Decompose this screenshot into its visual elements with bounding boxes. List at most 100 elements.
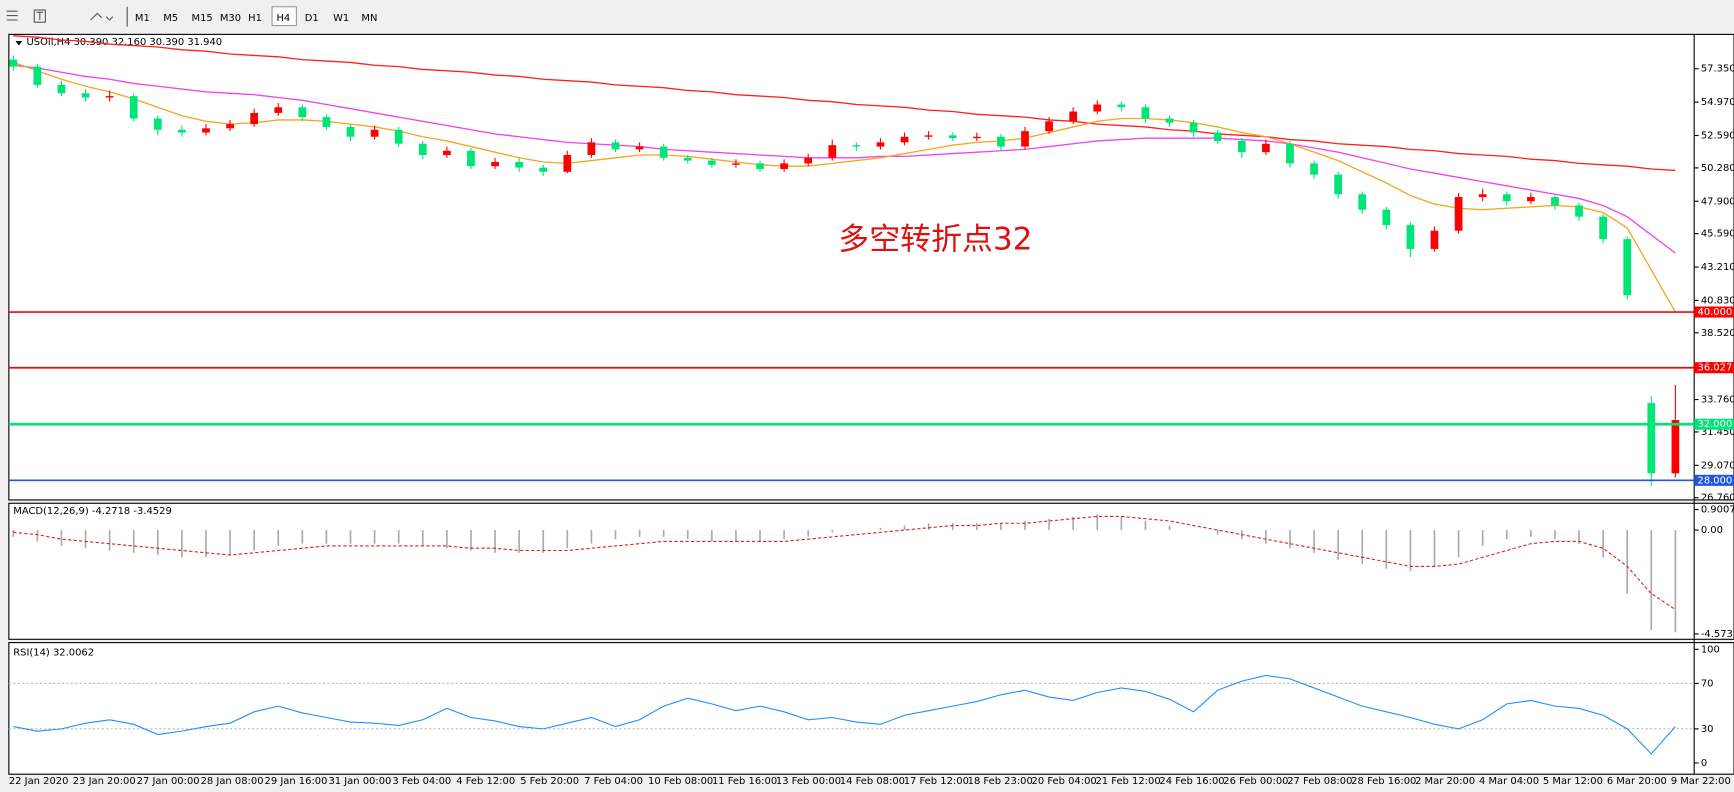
candle-body xyxy=(1406,225,1415,249)
candle-body xyxy=(804,157,813,164)
timeframe-button[interactable]: M5 xyxy=(163,13,178,24)
candle-body xyxy=(635,146,644,150)
level-label-bg xyxy=(1694,362,1734,374)
y-tick-label: 29.070 xyxy=(1701,460,1734,471)
candle-body xyxy=(178,129,186,133)
candle-body xyxy=(274,107,283,113)
candle-body xyxy=(780,163,788,170)
y-tick-label: 0.9007 xyxy=(1701,505,1734,516)
icon-text-t xyxy=(36,11,44,21)
candle-body xyxy=(9,59,18,67)
icon-text[interactable] xyxy=(33,9,46,23)
chart-title: USOil,H4 30.390 32.160 30.390 31.940 xyxy=(27,37,223,48)
macd-title: MACD(12,26,9) -4.2718 -3.4529 xyxy=(13,506,172,517)
timeframe-button[interactable]: M30 xyxy=(220,13,241,24)
candle-body xyxy=(972,136,981,139)
candle-body xyxy=(1165,118,1174,123)
annotation: 多空转折点32 xyxy=(838,222,1032,258)
y-tick-label: 70 xyxy=(1701,678,1714,689)
candle-body xyxy=(81,93,90,98)
moving-average xyxy=(13,64,1676,254)
y-tick-label: 57.350 xyxy=(1701,64,1734,75)
y-tick-label: 100 xyxy=(1701,644,1720,655)
x-tick-label: 13 Feb 00:00 xyxy=(776,776,841,787)
candle-body xyxy=(1213,132,1222,141)
x-tick-label: 21 Feb 12:00 xyxy=(1095,776,1160,787)
timeframe-button[interactable]: M1 xyxy=(135,13,150,24)
candle-body xyxy=(1141,107,1150,119)
level-label: 40.000 xyxy=(1698,307,1733,318)
candle-body xyxy=(1093,104,1102,112)
candle-body xyxy=(828,145,837,158)
candle-body xyxy=(1623,239,1632,296)
y-tick-label: 33.760 xyxy=(1701,395,1734,406)
x-tick-label: 6 Mar 20:00 xyxy=(1607,776,1667,787)
x-tick-label: 7 Feb 04:00 xyxy=(584,776,643,787)
x-tick-label: 11 Feb 16:00 xyxy=(712,776,777,787)
candle-body xyxy=(900,136,909,143)
candle-body xyxy=(153,118,162,130)
timeframe-button[interactable]: H1 xyxy=(248,13,262,24)
timeframe-button[interactable]: M15 xyxy=(192,13,213,24)
y-tick-label: 43.210 xyxy=(1701,262,1734,273)
level-label-bg xyxy=(1694,306,1734,318)
candle-body xyxy=(732,163,740,165)
level-label: 36.027 xyxy=(1698,363,1733,374)
y-tick-label: 30 xyxy=(1701,724,1714,735)
x-tick-label: 28 Feb 16:00 xyxy=(1351,776,1416,787)
x-tick-label: 23 Jan 20:00 xyxy=(73,776,136,787)
x-tick-label: 22 Jan 2020 xyxy=(9,776,69,787)
moving-average xyxy=(13,35,1676,172)
y-tick-label: 0.00 xyxy=(1701,525,1723,536)
timeframe-button[interactable]: W1 xyxy=(333,13,349,24)
candle-body xyxy=(587,142,596,155)
candle-body xyxy=(1671,420,1680,474)
candle-body xyxy=(1286,143,1294,164)
x-tick-label: 20 Feb 04:00 xyxy=(1032,776,1097,787)
candle-body xyxy=(1478,194,1487,198)
level-label: 28.000 xyxy=(1698,475,1733,486)
candle-body xyxy=(924,135,933,137)
candle-body xyxy=(756,163,764,170)
candle-body xyxy=(394,129,403,144)
candle-body xyxy=(683,157,692,161)
candle-body xyxy=(1382,209,1391,226)
candle-body xyxy=(515,161,524,168)
x-tick-label: 29 Jan 16:00 xyxy=(265,776,328,787)
x-tick-label: 26 Feb 00:00 xyxy=(1223,776,1288,787)
y-tick-label: 26.760 xyxy=(1701,493,1734,504)
icon-draw[interactable] xyxy=(90,12,114,21)
timeframe-button[interactable]: D1 xyxy=(305,13,319,24)
candle-body xyxy=(1526,197,1535,202)
candle-body xyxy=(105,96,114,98)
candle-body xyxy=(1454,197,1463,231)
macd-signal xyxy=(13,515,1676,611)
candle-body xyxy=(226,124,234,129)
candle-body xyxy=(1430,230,1439,249)
candle-body xyxy=(563,154,572,172)
x-tick-label: 2 Mar 20:00 xyxy=(1415,776,1475,787)
macd-pane xyxy=(8,502,1734,640)
x-tick-label: 14 Feb 08:00 xyxy=(840,776,905,787)
candle-body xyxy=(1117,104,1126,108)
candle-body xyxy=(1502,194,1511,202)
x-tick-label: 27 Jan 00:00 xyxy=(137,776,200,787)
timeframe-button[interactable]: H4 xyxy=(276,13,290,24)
x-tick-label: 5 Mar 12:00 xyxy=(1543,776,1603,787)
rsi-title: RSI(14) 32.0062 xyxy=(13,648,94,659)
chart-menu-arrow[interactable] xyxy=(15,41,23,46)
candle-body xyxy=(33,66,42,85)
candle-body xyxy=(346,126,355,137)
candle-body xyxy=(659,146,668,158)
level-label-bg xyxy=(1694,474,1734,486)
candle-body xyxy=(948,135,957,139)
timeframe-button[interactable]: MN xyxy=(361,13,377,24)
x-tick-label: 5 Feb 20:00 xyxy=(520,776,579,787)
x-tick-label: 3 Feb 04:00 xyxy=(392,776,451,787)
timeframe-active xyxy=(271,6,297,27)
candle-body xyxy=(1021,131,1029,147)
main-pane xyxy=(8,33,1734,501)
candle-body xyxy=(1334,174,1343,195)
candle-body xyxy=(1551,197,1559,206)
candle-body xyxy=(129,96,138,119)
